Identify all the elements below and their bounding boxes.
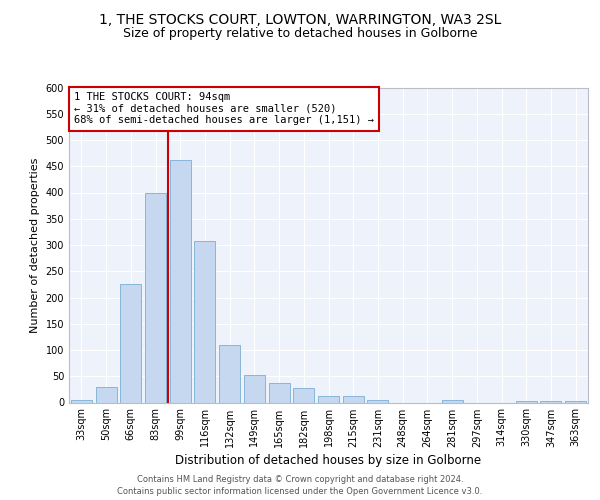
Bar — [170, 160, 191, 402]
Bar — [516, 401, 537, 402]
Text: 1 THE STOCKS COURT: 94sqm
← 31% of detached houses are smaller (520)
68% of semi: 1 THE STOCKS COURT: 94sqm ← 31% of detac… — [74, 92, 374, 126]
Bar — [541, 401, 562, 402]
Bar — [194, 241, 215, 402]
Text: Contains HM Land Registry data © Crown copyright and database right 2024.
Contai: Contains HM Land Registry data © Crown c… — [118, 474, 482, 496]
Text: 1, THE STOCKS COURT, LOWTON, WARRINGTON, WA3 2SL: 1, THE STOCKS COURT, LOWTON, WARRINGTON,… — [99, 12, 501, 26]
Bar — [293, 388, 314, 402]
Text: Size of property relative to detached houses in Golborne: Size of property relative to detached ho… — [123, 28, 477, 40]
Bar — [219, 345, 240, 403]
Bar — [269, 382, 290, 402]
Bar — [71, 400, 92, 402]
Bar — [367, 400, 388, 402]
Bar — [145, 192, 166, 402]
Bar — [565, 401, 586, 402]
Y-axis label: Number of detached properties: Number of detached properties — [30, 158, 40, 332]
Bar — [318, 396, 339, 402]
Bar — [343, 396, 364, 402]
X-axis label: Distribution of detached houses by size in Golborne: Distribution of detached houses by size … — [175, 454, 482, 466]
Bar — [442, 400, 463, 402]
Bar — [95, 387, 116, 402]
Bar — [120, 284, 141, 403]
Bar — [244, 374, 265, 402]
